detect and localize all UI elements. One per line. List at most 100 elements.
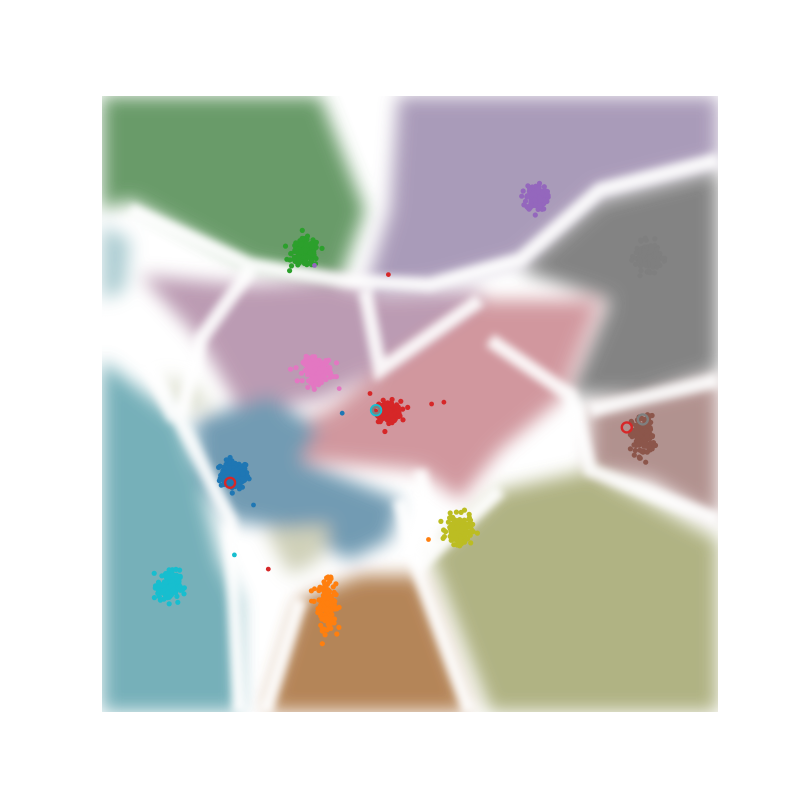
data-point bbox=[216, 464, 222, 470]
data-point bbox=[468, 525, 474, 531]
cluster-1 bbox=[308, 574, 342, 647]
data-point bbox=[319, 586, 325, 592]
data-point bbox=[282, 243, 289, 249]
cluster-2 bbox=[282, 227, 325, 274]
data-point bbox=[520, 188, 526, 194]
data-point bbox=[524, 193, 530, 199]
data-point bbox=[643, 428, 649, 434]
data-point bbox=[636, 454, 642, 460]
data-point bbox=[308, 241, 314, 247]
data-point bbox=[226, 465, 232, 471]
data-point bbox=[327, 364, 333, 370]
data-point bbox=[299, 227, 305, 233]
data-point bbox=[453, 509, 459, 515]
data-point bbox=[453, 537, 459, 543]
outlier-point bbox=[232, 552, 237, 558]
data-point bbox=[309, 245, 315, 251]
outlier-point bbox=[309, 598, 314, 604]
data-point bbox=[303, 367, 309, 373]
cluster-0 bbox=[216, 454, 252, 496]
data-point bbox=[229, 490, 235, 496]
boundary-highlights bbox=[102, 153, 718, 712]
data-point bbox=[293, 365, 299, 371]
highlighted-point bbox=[223, 476, 237, 489]
data-point bbox=[156, 594, 162, 600]
data-point bbox=[302, 361, 308, 367]
data-point bbox=[631, 442, 637, 448]
data-point bbox=[458, 509, 464, 515]
data-point bbox=[633, 261, 639, 267]
data-point bbox=[159, 583, 166, 589]
outlier-point bbox=[367, 391, 373, 396]
data-point bbox=[537, 203, 543, 209]
data-point bbox=[323, 358, 329, 364]
data-point bbox=[333, 374, 339, 380]
highlighted-point bbox=[636, 413, 649, 426]
highlighted-points bbox=[223, 404, 649, 489]
data-point bbox=[443, 529, 449, 535]
cluster-6 bbox=[287, 353, 340, 392]
data-point bbox=[291, 257, 297, 263]
data-point bbox=[532, 197, 538, 203]
data-point bbox=[319, 641, 325, 647]
data-point bbox=[457, 538, 464, 544]
data-point bbox=[468, 540, 474, 546]
data-point bbox=[651, 270, 658, 276]
data-point bbox=[459, 518, 465, 524]
cluster-5 bbox=[627, 412, 659, 465]
cluster-7 bbox=[629, 235, 668, 279]
data-point bbox=[638, 268, 644, 274]
data-point bbox=[639, 448, 645, 454]
data-point bbox=[301, 260, 307, 266]
cluster-3 bbox=[371, 396, 411, 435]
data-point bbox=[519, 193, 525, 199]
data-point bbox=[544, 188, 551, 195]
data-point bbox=[388, 402, 394, 408]
data-point bbox=[293, 248, 299, 254]
data-point bbox=[333, 360, 340, 366]
data-point bbox=[174, 593, 180, 600]
outlier-point bbox=[426, 537, 431, 542]
data-point bbox=[310, 237, 316, 243]
data-point bbox=[629, 257, 635, 263]
data-point bbox=[448, 537, 454, 543]
data-point bbox=[641, 416, 647, 422]
plot-area bbox=[102, 96, 718, 712]
outlier-point bbox=[312, 263, 317, 268]
data-point bbox=[649, 433, 656, 440]
outlier-point bbox=[251, 502, 256, 508]
data-point bbox=[627, 446, 634, 452]
outlier-point bbox=[429, 401, 434, 407]
data-point bbox=[216, 478, 222, 484]
data-point bbox=[455, 518, 461, 524]
data-point bbox=[287, 366, 294, 372]
data-point bbox=[539, 190, 545, 196]
region-blue bbox=[195, 395, 400, 560]
data-point bbox=[155, 587, 161, 593]
data-point bbox=[652, 242, 658, 248]
data-point bbox=[305, 384, 311, 390]
data-point bbox=[536, 180, 543, 186]
data-point bbox=[642, 248, 648, 254]
data-point bbox=[298, 249, 304, 255]
data-point bbox=[637, 257, 643, 264]
data-point bbox=[223, 457, 229, 463]
data-point bbox=[647, 270, 653, 276]
data-point bbox=[529, 191, 535, 197]
data-point bbox=[320, 373, 326, 379]
data-point bbox=[383, 402, 389, 408]
data-point bbox=[295, 254, 301, 260]
data-point bbox=[244, 473, 251, 479]
data-point bbox=[328, 608, 334, 614]
data-point bbox=[325, 574, 331, 580]
data-point bbox=[168, 583, 174, 589]
cluster-4 bbox=[519, 180, 551, 218]
data-point bbox=[445, 519, 451, 525]
data-point bbox=[438, 518, 444, 525]
data-point bbox=[631, 452, 637, 458]
data-point bbox=[395, 404, 401, 410]
data-point bbox=[405, 404, 411, 410]
data-point bbox=[634, 435, 640, 441]
data-point bbox=[333, 581, 339, 587]
